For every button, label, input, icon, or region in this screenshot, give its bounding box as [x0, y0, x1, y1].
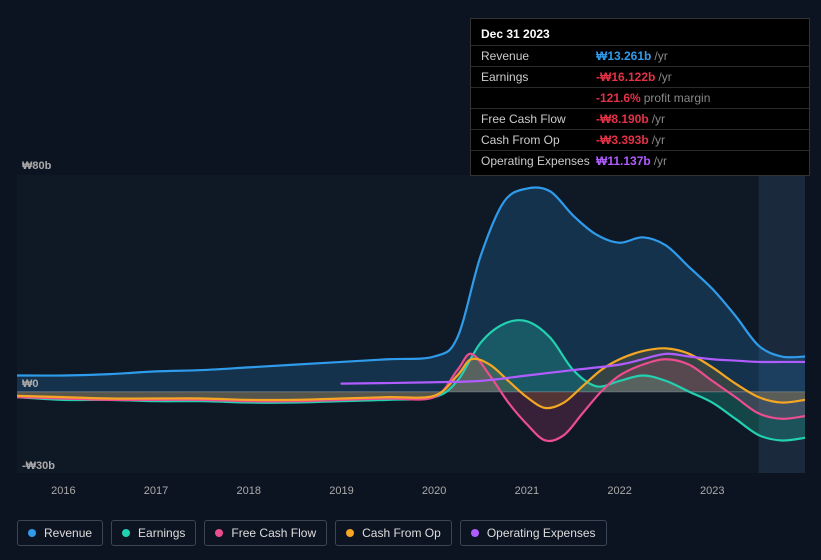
- y-tick-label: ₩0: [22, 378, 39, 390]
- x-tick-label: 2016: [51, 485, 75, 497]
- legend-item-earnings[interactable]: Earnings: [111, 520, 196, 546]
- x-tick-label: 2018: [237, 485, 261, 497]
- legend-label: Earnings: [138, 526, 185, 540]
- tooltip-row-value: -₩16.122b: [596, 70, 655, 84]
- tooltip-row: Earnings-₩16.122b/yr: [471, 66, 809, 87]
- x-tick-label: 2020: [422, 485, 446, 497]
- chart-tooltip: Dec 31 2023 Revenue₩13.261b/yrEarnings-₩…: [470, 18, 810, 176]
- tooltip-row-label: Earnings: [481, 70, 596, 84]
- legend-label: Operating Expenses: [487, 526, 596, 540]
- legend-dot-icon: [215, 529, 223, 537]
- tooltip-row-label: Cash From Op: [481, 133, 596, 147]
- legend-label: Free Cash Flow: [231, 526, 316, 540]
- tooltip-row-value: ₩11.137b: [596, 154, 651, 168]
- legend-label: Cash From Op: [362, 526, 441, 540]
- legend-item-opex[interactable]: Operating Expenses: [460, 520, 607, 546]
- y-tick-label: -₩30b: [22, 460, 55, 472]
- tooltip-row-label: Revenue: [481, 49, 596, 63]
- x-tick-label: 2022: [607, 485, 631, 497]
- tooltip-row-label: [481, 91, 596, 105]
- chart-legend: Revenue Earnings Free Cash Flow Cash From O…: [17, 520, 607, 546]
- tooltip-row-unit: /yr: [654, 154, 667, 168]
- x-tick-label: 2017: [144, 485, 168, 497]
- legend-dot-icon: [346, 529, 354, 537]
- tooltip-row-unit: /yr: [652, 133, 665, 147]
- legend-item-cashop[interactable]: Cash From Op: [335, 520, 452, 546]
- tooltip-row: Cash From Op-₩3.393b/yr: [471, 129, 809, 150]
- legend-item-revenue[interactable]: Revenue: [17, 520, 103, 546]
- tooltip-row: Revenue₩13.261b/yr: [471, 45, 809, 66]
- y-tick-label: ₩80b: [22, 160, 51, 172]
- tooltip-row-label: Free Cash Flow: [481, 112, 596, 126]
- tooltip-row-label: Operating Expenses: [481, 154, 596, 168]
- tooltip-date: Dec 31 2023: [471, 23, 809, 45]
- tooltip-row-unit: profit margin: [644, 91, 711, 105]
- financials-chart: [17, 175, 805, 473]
- tooltip-row-value: ₩13.261b: [596, 49, 651, 63]
- tooltip-row-value: -121.6%: [596, 91, 641, 105]
- tooltip-row-unit: /yr: [652, 112, 665, 126]
- tooltip-row-unit: /yr: [658, 70, 671, 84]
- tooltip-row: -121.6%profit margin: [471, 87, 809, 108]
- legend-dot-icon: [28, 529, 36, 537]
- x-tick-label: 2021: [515, 485, 539, 497]
- x-tick-label: 2019: [329, 485, 353, 497]
- tooltip-row-value: -₩3.393b: [596, 133, 649, 147]
- legend-dot-icon: [471, 529, 479, 537]
- x-tick-label: 2023: [700, 485, 724, 497]
- tooltip-row-value: -₩8.190b: [596, 112, 649, 126]
- legend-item-fcf[interactable]: Free Cash Flow: [204, 520, 327, 546]
- tooltip-row-unit: /yr: [654, 49, 667, 63]
- tooltip-row: Free Cash Flow-₩8.190b/yr: [471, 108, 809, 129]
- legend-dot-icon: [122, 529, 130, 537]
- legend-label: Revenue: [44, 526, 92, 540]
- tooltip-row: Operating Expenses₩11.137b/yr: [471, 150, 809, 171]
